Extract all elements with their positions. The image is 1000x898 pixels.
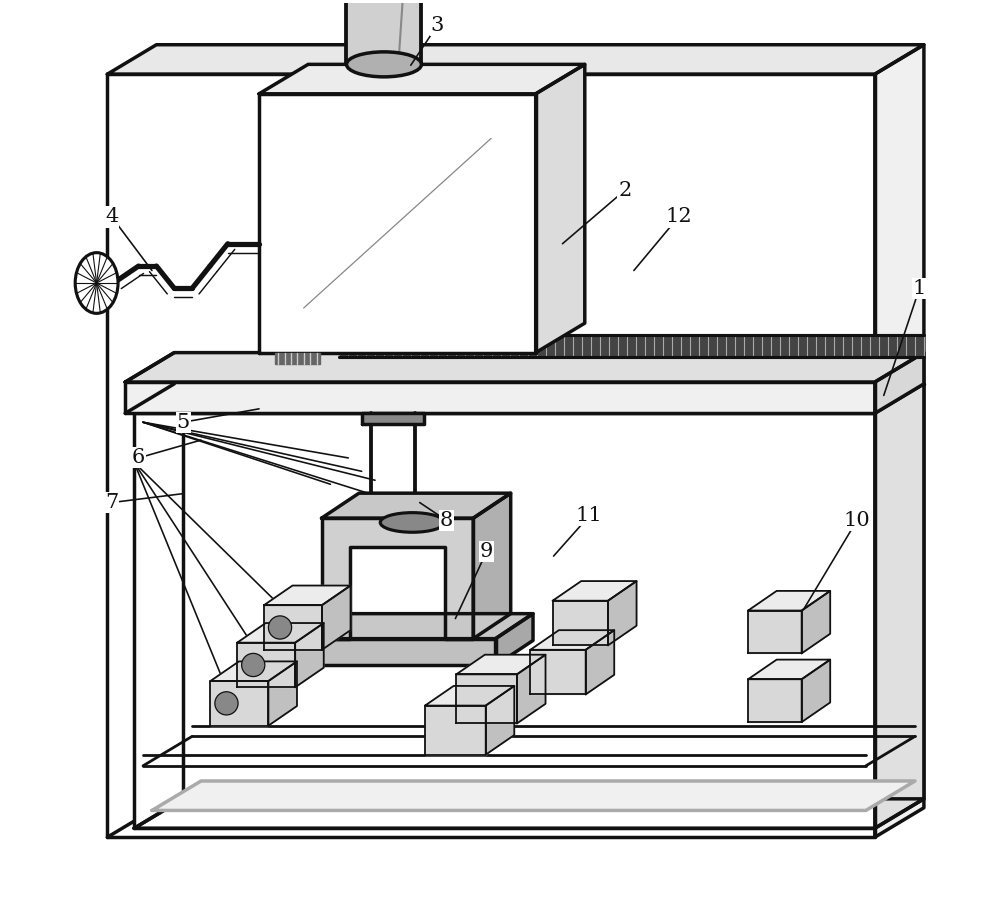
Text: 5: 5 bbox=[177, 413, 190, 432]
Polygon shape bbox=[134, 799, 924, 828]
Text: 1: 1 bbox=[913, 279, 926, 298]
Polygon shape bbox=[748, 679, 802, 722]
Polygon shape bbox=[339, 335, 924, 357]
Polygon shape bbox=[210, 681, 268, 726]
Polygon shape bbox=[802, 660, 830, 722]
Text: 12: 12 bbox=[665, 207, 692, 226]
Polygon shape bbox=[875, 383, 924, 828]
Polygon shape bbox=[425, 706, 486, 754]
Polygon shape bbox=[322, 493, 511, 518]
Polygon shape bbox=[530, 630, 614, 650]
Polygon shape bbox=[553, 601, 608, 646]
Polygon shape bbox=[748, 591, 830, 611]
Polygon shape bbox=[125, 382, 875, 413]
Polygon shape bbox=[322, 585, 351, 650]
Polygon shape bbox=[107, 45, 924, 75]
Polygon shape bbox=[456, 674, 517, 724]
Polygon shape bbox=[456, 655, 546, 674]
Polygon shape bbox=[268, 662, 297, 726]
Polygon shape bbox=[259, 65, 585, 93]
Polygon shape bbox=[425, 686, 514, 706]
Polygon shape bbox=[346, 0, 421, 65]
Polygon shape bbox=[362, 413, 424, 424]
Polygon shape bbox=[486, 686, 514, 754]
Text: 7: 7 bbox=[105, 493, 118, 512]
Polygon shape bbox=[748, 611, 802, 654]
Polygon shape bbox=[802, 591, 830, 654]
Text: 10: 10 bbox=[844, 511, 870, 530]
Polygon shape bbox=[496, 613, 533, 665]
Polygon shape bbox=[275, 353, 320, 365]
Polygon shape bbox=[473, 493, 511, 638]
Polygon shape bbox=[875, 353, 924, 413]
Text: 3: 3 bbox=[431, 15, 444, 35]
Polygon shape bbox=[295, 623, 324, 687]
Polygon shape bbox=[264, 585, 351, 605]
Polygon shape bbox=[210, 662, 297, 681]
Text: 2: 2 bbox=[618, 180, 632, 199]
Polygon shape bbox=[608, 581, 637, 646]
Polygon shape bbox=[107, 75, 875, 837]
Text: 9: 9 bbox=[480, 542, 493, 561]
Ellipse shape bbox=[75, 252, 118, 313]
Text: 11: 11 bbox=[576, 506, 603, 525]
Ellipse shape bbox=[380, 513, 444, 533]
Polygon shape bbox=[264, 605, 322, 650]
Text: 6: 6 bbox=[132, 448, 145, 468]
Ellipse shape bbox=[346, 52, 421, 77]
Polygon shape bbox=[322, 518, 473, 638]
Polygon shape bbox=[152, 781, 915, 810]
Polygon shape bbox=[259, 93, 536, 353]
Polygon shape bbox=[536, 65, 585, 353]
Polygon shape bbox=[299, 613, 533, 638]
Text: 8: 8 bbox=[440, 511, 453, 530]
Polygon shape bbox=[553, 581, 637, 601]
Polygon shape bbox=[586, 630, 614, 694]
Polygon shape bbox=[125, 353, 924, 382]
Polygon shape bbox=[134, 413, 875, 828]
Text: 4: 4 bbox=[105, 207, 118, 226]
Polygon shape bbox=[748, 660, 830, 679]
Polygon shape bbox=[530, 650, 586, 694]
Circle shape bbox=[215, 691, 238, 715]
Polygon shape bbox=[517, 655, 546, 724]
Polygon shape bbox=[237, 623, 324, 643]
Polygon shape bbox=[875, 45, 924, 837]
Polygon shape bbox=[299, 638, 496, 665]
Circle shape bbox=[242, 654, 265, 676]
Polygon shape bbox=[237, 643, 295, 687]
Circle shape bbox=[268, 616, 292, 639]
